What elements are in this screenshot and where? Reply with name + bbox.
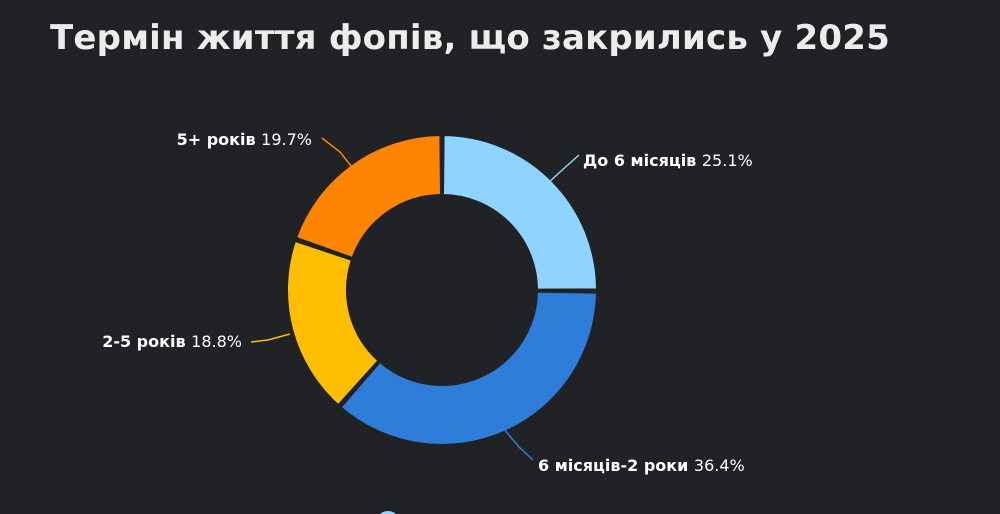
data-label-percent: 25.1% [702,151,753,170]
leader-line-2 [502,427,534,461]
slice-1[interactable] [441,134,598,291]
data-label-category: 2-5 років [102,332,191,351]
donut-slices [286,134,598,446]
leader-line-4 [321,137,357,173]
legend-dot-partial [380,511,396,514]
slice-2[interactable] [339,290,598,446]
data-label-2: 6 місяців-2 роки 36.4% [538,456,745,475]
data-label-category: 6 місяців-2 роки [538,456,694,475]
data-label-percent: 19.7% [261,130,312,149]
chart-title: Термін життя фопів, що закрились у 2025 [50,18,890,58]
data-label-1: До 6 місяців 25.1% [583,151,753,170]
leader-line-3 [250,333,291,343]
donut-labels: До 6 місяців 25.1% 6 місяців-2 роки 36.4%… [102,130,753,475]
slice-4[interactable] [295,134,443,260]
data-label-category: До 6 місяців [583,151,702,170]
data-label-4: 5+ років 19.7% [177,130,312,149]
slice-3[interactable] [286,239,380,407]
data-label-3: 2-5 років 18.8% [102,332,242,351]
data-label-percent: 36.4% [694,456,745,475]
data-label-percent: 18.8% [191,332,242,351]
data-label-category: 5+ років [177,130,262,149]
leader-line-1 [547,154,580,184]
